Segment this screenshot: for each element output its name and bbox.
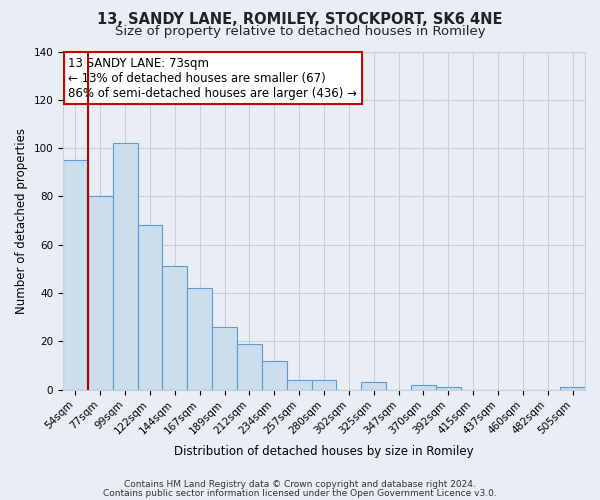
Bar <box>137 226 163 390</box>
Bar <box>163 266 187 390</box>
Bar <box>63 160 88 390</box>
Bar <box>311 380 337 390</box>
Bar <box>88 196 113 390</box>
Bar <box>411 385 436 390</box>
Text: Size of property relative to detached houses in Romiley: Size of property relative to detached ho… <box>115 25 485 38</box>
X-axis label: Distribution of detached houses by size in Romiley: Distribution of detached houses by size … <box>174 444 474 458</box>
Bar <box>361 382 386 390</box>
Bar <box>262 360 287 390</box>
Bar <box>187 288 212 390</box>
Bar <box>212 327 237 390</box>
Bar <box>436 387 461 390</box>
Bar <box>560 387 585 390</box>
Bar <box>113 144 137 390</box>
Text: 13, SANDY LANE, ROMILEY, STOCKPORT, SK6 4NE: 13, SANDY LANE, ROMILEY, STOCKPORT, SK6 … <box>97 12 503 28</box>
Text: Contains public sector information licensed under the Open Government Licence v3: Contains public sector information licen… <box>103 488 497 498</box>
Bar <box>237 344 262 390</box>
Bar <box>287 380 311 390</box>
Y-axis label: Number of detached properties: Number of detached properties <box>15 128 28 314</box>
Text: Contains HM Land Registry data © Crown copyright and database right 2024.: Contains HM Land Registry data © Crown c… <box>124 480 476 489</box>
Text: 13 SANDY LANE: 73sqm
← 13% of detached houses are smaller (67)
86% of semi-detac: 13 SANDY LANE: 73sqm ← 13% of detached h… <box>68 56 357 100</box>
